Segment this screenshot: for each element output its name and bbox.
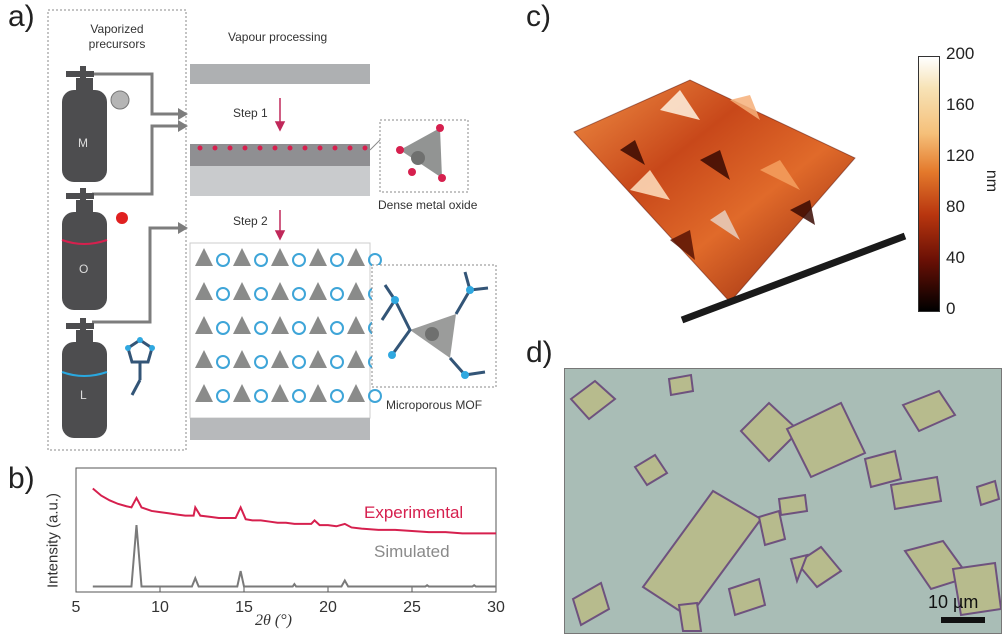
precursor-box [47,9,187,451]
cylinder-o-label: O [79,262,89,276]
xrd-plot: 5 10 15 20 25 30 [72,467,505,616]
series-line-experimental [92,487,496,535]
legend-experimental: Experimental [364,503,464,522]
afm-scale-bar [680,232,907,324]
plot-frame [75,467,497,593]
step1-label: Step 1 [233,106,268,120]
colorbar-tick-160: 160 [946,95,975,114]
micrograph-scale-label: 10 µm [928,592,979,612]
legend-simulated: Simulated [374,542,450,561]
gas-pipes [92,72,178,324]
afm-colorbar [918,56,940,312]
cylinder-l-label: L [80,388,87,402]
afm-height-map [574,80,855,302]
step2-label: Step 2 [233,214,268,228]
x-tick-label: 10 [151,599,169,616]
oxide-layer [190,144,370,166]
panel-label-d: d) [526,336,553,369]
panel-label-a: a) [8,0,35,33]
x-tick-label: 30 [487,599,505,616]
x-tick-label: 25 [403,599,421,616]
colorbar-unit: nm [983,169,1001,193]
crystal-image [569,373,1001,632]
x-tick-label: 15 [235,599,253,616]
cylinder-m [62,66,107,182]
panel-c-afm [560,40,920,330]
metal-atom-icon [110,90,130,110]
afm-surface [573,79,907,324]
y-axis-label: Intensity (a.u.) [44,492,62,589]
colorbar-tick-200: 200 [946,44,975,63]
panel-a-schematic [0,0,520,460]
colorbar-tick-80: 80 [946,197,965,216]
precursor-title: Vaporized precursors [88,22,146,51]
x-tick-label: 5 [72,599,81,616]
colorbar-tick-40: 40 [946,248,965,267]
oxygen-atom-icon [116,212,128,224]
panel-b-xrd-chart: 5 10 15 20 25 30 [40,462,520,634]
micrograph-scale-bar [941,617,985,623]
inset2-label: Microporous MOF [386,398,483,412]
cylinder-l [61,318,108,438]
cylinder-o [61,188,108,310]
panel-label-c: c) [526,0,551,33]
colorbar-tick-0: 0 [946,299,956,318]
linker-molecule-icon [126,338,154,396]
panel-d-micrograph [564,368,1002,634]
x-tick-label: 20 [319,599,337,616]
x-axis-label: 2θ (°) [255,612,292,629]
schematic-drawing [47,9,497,451]
vapour-title: Vapour processing [228,30,328,44]
step-arrows [274,98,286,241]
inset1-label: Dense metal oxide [378,198,478,212]
substrate-1 [190,64,370,84]
panel-label-b: b) [8,462,35,495]
series-line-simulated [92,525,496,588]
colorbar-tick-120: 120 [946,146,975,165]
cylinder-m-label: M [78,136,88,150]
